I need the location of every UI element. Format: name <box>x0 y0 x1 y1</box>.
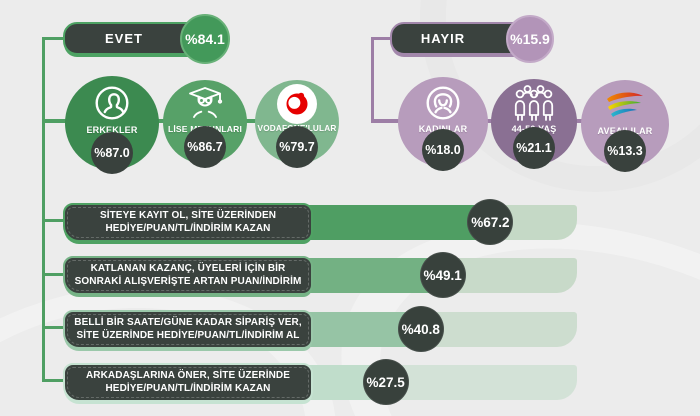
reason-text-box: SİTEYE KAYIT OL, SİTE ÜZERİNDEN HEDİYE/P… <box>63 203 313 242</box>
demo-pct-badge: %13.3 <box>604 130 646 172</box>
reason-line1: ARKADAŞLARINA ÖNER, SİTE ÜZERİNDE <box>85 370 291 381</box>
yes-stub-bar2 <box>42 273 67 276</box>
demo-circle-kadinlar: KADINLAR %18.0 <box>398 77 488 171</box>
reason-pct-badge: %67.2 <box>467 199 514 245</box>
reason-bar-row: BELLİ BİR SAATE/GÜNE KADAR SİPARİŞ VER, … <box>0 306 700 358</box>
avea-logo <box>601 90 649 122</box>
reason-bar-row: KATLANAN KAZANÇ, ÜYELERİ İÇİN BİR SONRAK… <box>0 252 700 304</box>
yes-stub-bar4 <box>42 379 67 382</box>
reason-text-box: KATLANAN KAZANÇ, ÜYELERİ İÇİN BİR SONRAK… <box>63 256 313 295</box>
reason-text-box: BELLİ BİR SAATE/GÜNE KADAR SİPARİŞ VER, … <box>63 310 313 349</box>
demo-pct-badge: %86.7 <box>184 126 226 168</box>
no-stub-header <box>371 37 393 40</box>
evet-value: %84.1 <box>185 31 225 47</box>
reason-bar-row: ARKADAŞLARINA ÖNER, SİTE ÜZERİNDE HEDİYE… <box>0 359 700 411</box>
yes-stub-bar1 <box>42 219 67 222</box>
demo-circle-avealilar: AVEA'LILAR %13.3 <box>581 80 669 172</box>
no-branch-line <box>371 38 374 123</box>
reason-line2: HEDİYE/PUAN/TL/İNDİRİM KAZAN <box>105 382 271 394</box>
demo-circle-lise-mezunlari: LİSE MEZUNLARI %86.7 <box>163 80 247 168</box>
demo-pct-badge: %87.0 <box>91 132 133 174</box>
reason-bar-row: SİTEYE KAYIT OL, SİTE ÜZERİNDEN HEDİYE/P… <box>0 199 700 251</box>
reason-line2: SİTE ÜZERİNDE HEDİYE/PUAN/TL/İNDİRİM AL <box>76 329 300 341</box>
demo-circle-erkekler: ERKEKLER %87.0 <box>65 76 159 174</box>
male-icon <box>92 83 132 123</box>
reason-line1: KATLANAN KAZANÇ, ÜYELERİ İÇİN BİR <box>90 263 286 274</box>
reason-line1: SİTEYE KAYIT OL, SİTE ÜZERİNDEN <box>99 210 277 221</box>
reason-text-box: ARKADAŞLARINA ÖNER, SİTE ÜZERİNDE HEDİYE… <box>63 363 313 402</box>
hayir-value: %15.9 <box>510 31 550 47</box>
demo-pct-badge: %21.1 <box>513 127 555 169</box>
yes-stub-bar3 <box>42 326 67 329</box>
reason-pct-badge: %27.5 <box>362 359 409 405</box>
evet-label: EVET <box>105 31 143 46</box>
demo-pct-badge: %79.7 <box>276 126 318 168</box>
demo-label: ERKEKLER <box>86 125 138 135</box>
demo-circle-vodafonelular: VODAFONE'LULAR %79.7 <box>255 80 339 168</box>
demo-circle-44-50-yas: 44-50 YAŞ %21.1 <box>491 79 577 169</box>
reason-pct-badge: %49.1 <box>419 252 466 298</box>
yes-branch-line <box>42 38 45 382</box>
yes-stub-header <box>42 37 67 40</box>
female-icon <box>423 83 463 123</box>
reason-line2: HEDİYE/PUAN/TL/İNDİRİM KAZAN <box>105 222 271 234</box>
hayir-label: HAYIR <box>420 31 466 46</box>
reason-line1: BELLİ BİR SAATE/GÜNE KADAR SİPARİŞ VER, <box>74 317 302 328</box>
group-icon <box>510 84 558 122</box>
reason-pct-badge: %40.8 <box>397 306 444 352</box>
graduate-icon <box>182 84 228 124</box>
demo-pct-badge: %18.0 <box>422 129 464 171</box>
hayir-value-circle: %15.9 <box>506 15 554 63</box>
vodafone-logo <box>277 84 317 124</box>
evet-value-circle: %84.1 <box>180 14 230 64</box>
reason-line2: SONRAKİ ALIŞVERİŞTE ARTAN PUAN/İNDİRİM <box>74 275 302 287</box>
